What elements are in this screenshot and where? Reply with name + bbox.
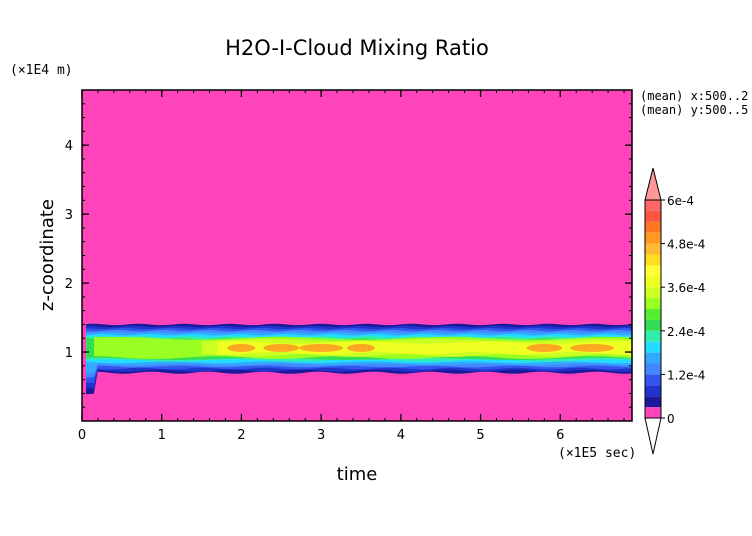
peak-patch (570, 343, 615, 352)
y-axis-label: z-coordinate (37, 199, 58, 311)
x-tick-label: 2 (237, 428, 245, 443)
colorbar: 0 1.2e-4 2.4e-4 3.6e-4 4.8e-4 6e-4 (644, 167, 705, 455)
x-axis-unit: (×1E5 sec) (558, 446, 636, 461)
colorbar-segment (645, 385, 661, 397)
y-tick-label: 2 (65, 277, 73, 292)
colorbar-tick-label: 4.8e-4 (667, 238, 705, 252)
annotation-mean-x: (mean) x:500..2 (640, 89, 748, 103)
axes: 0 1 2 3 4 5 6 1 2 3 4 (65, 89, 633, 443)
colorbar-extend-under (644, 417, 662, 455)
colorbar-segment (645, 363, 661, 375)
colorbar-segment (645, 374, 661, 386)
colorbar-segment (645, 330, 661, 342)
x-tick-label: 0 (78, 428, 86, 443)
colorbar-segment (645, 298, 661, 309)
peak-patch (346, 343, 375, 352)
colorbar-segment (645, 265, 661, 277)
colorbar-tick-label: 3.6e-4 (667, 281, 705, 295)
colorbar-tick-label: 0 (667, 412, 675, 426)
peak-patch (526, 343, 563, 352)
colorbar-segment (645, 319, 661, 331)
x-tick-label: 5 (476, 428, 484, 443)
colorbar-extend-over (644, 167, 662, 201)
colorbar-tick-label: 6e-4 (667, 194, 694, 208)
x-tick-label: 3 (317, 428, 325, 443)
plot-area (82, 90, 632, 421)
colorbar-segment (645, 276, 661, 288)
colorbar-segment (645, 309, 661, 320)
peak-patch (299, 343, 344, 352)
x-tick-label: 6 (556, 428, 564, 443)
colorbar-segment (645, 221, 661, 233)
x-tick-label: 4 (397, 428, 405, 443)
x-tick-label: 1 (158, 428, 166, 443)
colorbar-segment (645, 210, 661, 222)
colorbar-segment (645, 396, 661, 408)
colorbar-segment (645, 287, 661, 299)
y-axis-unit: (×1E4 m) (10, 63, 73, 78)
colorbar-segment (645, 341, 661, 353)
peak-patch (263, 343, 300, 352)
peak-patch (227, 343, 256, 352)
y-tick-label: 4 (65, 139, 73, 154)
colorbar-segment (645, 254, 661, 266)
x-axis-label: time (337, 464, 378, 485)
colorbar-segment (645, 407, 661, 418)
colorbar-tick-label: 2.4e-4 (667, 325, 705, 339)
colorbar-tick-label: 1.2e-4 (667, 368, 705, 382)
chart-title: H2O-I-Cloud Mixing Ratio (225, 36, 489, 60)
colorbar-segment (645, 232, 661, 244)
colorbar-segment (645, 243, 661, 255)
colorbar-segment (645, 352, 661, 364)
colorbar-segment (645, 200, 661, 211)
annotation-mean-y: (mean) y:500..5 (640, 103, 748, 117)
colorbar-frame (644, 199, 662, 419)
y-tick-label: 1 (65, 346, 73, 361)
y-tick-label: 3 (65, 208, 73, 223)
